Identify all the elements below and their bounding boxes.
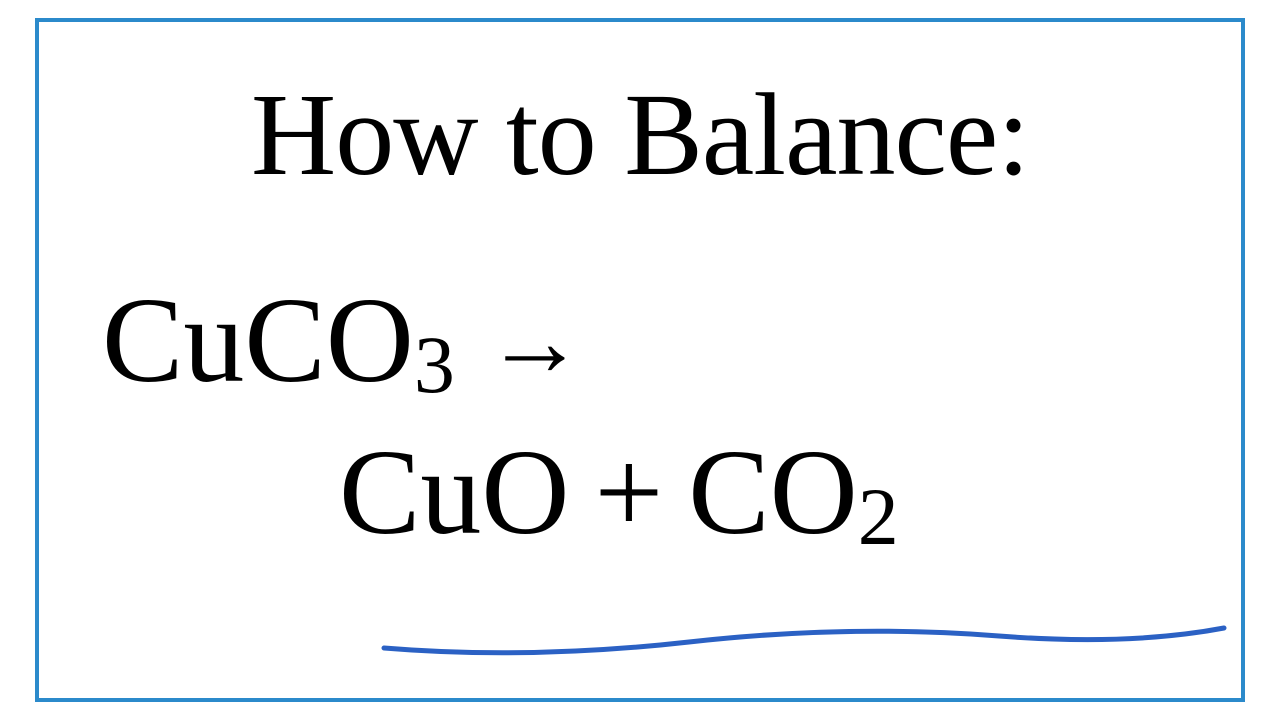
product-1-formula: CuO [339,423,569,563]
title-text: How to Balance: [84,67,1196,203]
equation-reactant-line: CuCO3 → [102,271,1196,411]
equation-product-line: CuO + CO2 [339,423,1196,563]
product-2-subscript: 2 [858,470,899,564]
reactant-formula: CuCO [102,271,414,411]
reactant-subscript: 3 [414,318,455,412]
product-2-formula: CO [688,423,857,563]
plus-sign: + [594,423,663,563]
underline-decoration [379,610,1229,670]
content-frame: How to Balance: CuCO3 → CuO + CO2 [35,18,1245,702]
reaction-arrow: → [485,284,585,399]
